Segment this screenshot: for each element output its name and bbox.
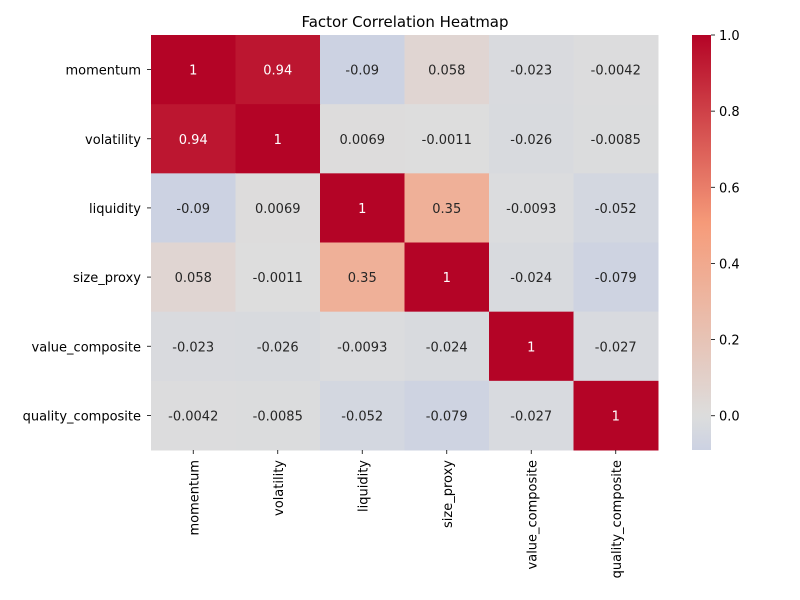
- cell-value-label: 0.0069: [255, 202, 301, 217]
- heatmap-cell: [404, 35, 490, 105]
- y-tick-label: liquidity: [89, 202, 141, 217]
- heatmap-cell: [151, 380, 236, 451]
- cell-value-label: -0.0011: [422, 133, 472, 148]
- cell-value-label: 1: [443, 271, 451, 286]
- heatmap-cell: [489, 173, 574, 243]
- cell-value-label: -0.079: [595, 271, 637, 286]
- heatmap-cell: [573, 104, 659, 174]
- x-tick-label: quality_composite: [610, 460, 625, 578]
- column-labels: momentum volatility liquidity size_proxy val…: [187, 450, 625, 578]
- heatmap-cell: [235, 242, 321, 313]
- cell-value-label: 1: [527, 340, 535, 355]
- colorbar-tick-label: 0.4: [719, 257, 740, 272]
- heatmap-cell: [489, 380, 574, 451]
- cell-value-label: -0.0093: [337, 340, 387, 355]
- cell-value-label: 1: [358, 202, 366, 217]
- heatmap-cell: [404, 173, 490, 243]
- cell-value-label: 0.94: [263, 64, 292, 79]
- heatmap-cell: [320, 104, 405, 174]
- heatmap-cell: [235, 380, 321, 451]
- heatmap-cells: 1 0.94 -0.09 0.058 -0.023 -0.0042 0.94 1 0.0069 -…: [151, 35, 659, 451]
- colorbar-gradient: [692, 35, 711, 450]
- cell-value-label: -0.0093: [506, 202, 556, 217]
- cell-value-label: -0.0011: [253, 271, 303, 286]
- heatmap-cell: [573, 242, 659, 313]
- heatmap-cell: [320, 311, 405, 382]
- colorbar-tick-label: 1.0: [719, 29, 740, 44]
- heatmap-cell: [489, 35, 574, 105]
- colorbar-tick-label: 0.8: [719, 105, 740, 120]
- heatmap-cell: [235, 311, 321, 382]
- cell-value-label: -0.023: [510, 64, 552, 79]
- heatmap-cell: [320, 173, 405, 243]
- heatmap-cell: [235, 35, 321, 105]
- cell-value-label: -0.052: [595, 202, 637, 217]
- heatmap-cell: [404, 311, 490, 382]
- chart-title: Factor Correlation Heatmap: [301, 13, 508, 31]
- cell-value-label: 0.35: [348, 271, 377, 286]
- colorbar-tick-label: 0.6: [719, 181, 740, 196]
- cell-value-label: -0.024: [426, 340, 468, 355]
- heatmap-cell: [489, 311, 574, 382]
- cell-value-label: -0.026: [257, 340, 299, 355]
- cell-value-label: 1: [612, 409, 620, 424]
- x-tick-label: momentum: [187, 460, 202, 536]
- heatmap-cell: [573, 173, 659, 243]
- colorbar: 0.0 0.2 0.4 0.6 0.8 1.0: [692, 29, 740, 450]
- cell-value-label: -0.052: [341, 409, 383, 424]
- heatmap-cell: [320, 35, 405, 105]
- heatmap-cell: [151, 242, 236, 313]
- cell-value-label: 1: [274, 133, 282, 148]
- cell-value-label: -0.026: [510, 133, 552, 148]
- heatmap-cell: [573, 311, 659, 382]
- heatmap-cell: [320, 242, 405, 313]
- cell-value-label: 0.35: [432, 202, 461, 217]
- y-tick-label: quality_composite: [23, 409, 141, 424]
- y-tick-label: momentum: [65, 64, 141, 79]
- heatmap-cell: [489, 104, 574, 174]
- heatmap-cell: [573, 380, 659, 451]
- heatmap-cell: [151, 173, 236, 243]
- heatmap-cell: [404, 380, 490, 451]
- cell-value-label: -0.027: [510, 409, 552, 424]
- cell-value-label: 0.94: [179, 133, 208, 148]
- cell-value-label: 0.058: [175, 271, 212, 286]
- cell-value-label: -0.023: [172, 340, 214, 355]
- y-tick-label: volatility: [85, 133, 141, 148]
- cell-value-label: -0.024: [510, 271, 552, 286]
- cell-value-label: -0.0042: [168, 409, 218, 424]
- cell-value-label: -0.027: [595, 340, 637, 355]
- x-tick-label: size_proxy: [441, 460, 456, 528]
- heatmap-cell: [151, 311, 236, 382]
- cell-value-label: -0.09: [345, 64, 379, 79]
- cell-value-label: 1: [189, 64, 197, 79]
- cell-value-label: -0.079: [426, 409, 468, 424]
- cell-value-label: 0.058: [428, 64, 465, 79]
- heatmap-cell: [489, 242, 574, 313]
- x-tick-label: volatility: [272, 460, 287, 516]
- row-labels: momentum volatility liquidity size_proxyval…: [23, 64, 151, 424]
- x-tick-label: liquidity: [356, 460, 371, 512]
- y-tick-label: value_composite: [32, 340, 141, 355]
- x-tick-label: value_composite: [525, 460, 540, 569]
- colorbar-tick-label: 0.2: [719, 334, 740, 349]
- cell-value-label: -0.0042: [591, 64, 641, 79]
- cell-value-label: -0.09: [176, 202, 210, 217]
- colorbar-tick-label: 0.0: [719, 410, 740, 425]
- cell-value-label: -0.0085: [591, 133, 641, 148]
- y-tick-label: size_proxy: [73, 271, 141, 286]
- heatmap-cell: [151, 35, 236, 105]
- heatmap-cell: [151, 104, 236, 174]
- heatmap-cell: [320, 380, 405, 451]
- heatmap-cell: [235, 173, 321, 243]
- heatmap-cell: [235, 104, 321, 174]
- heatmap-cell: [573, 35, 659, 105]
- cell-value-label: 0.0069: [340, 133, 386, 148]
- heatmap-cell: [404, 242, 490, 313]
- cell-value-label: -0.0085: [253, 409, 303, 424]
- heatmap-cell: [404, 104, 490, 174]
